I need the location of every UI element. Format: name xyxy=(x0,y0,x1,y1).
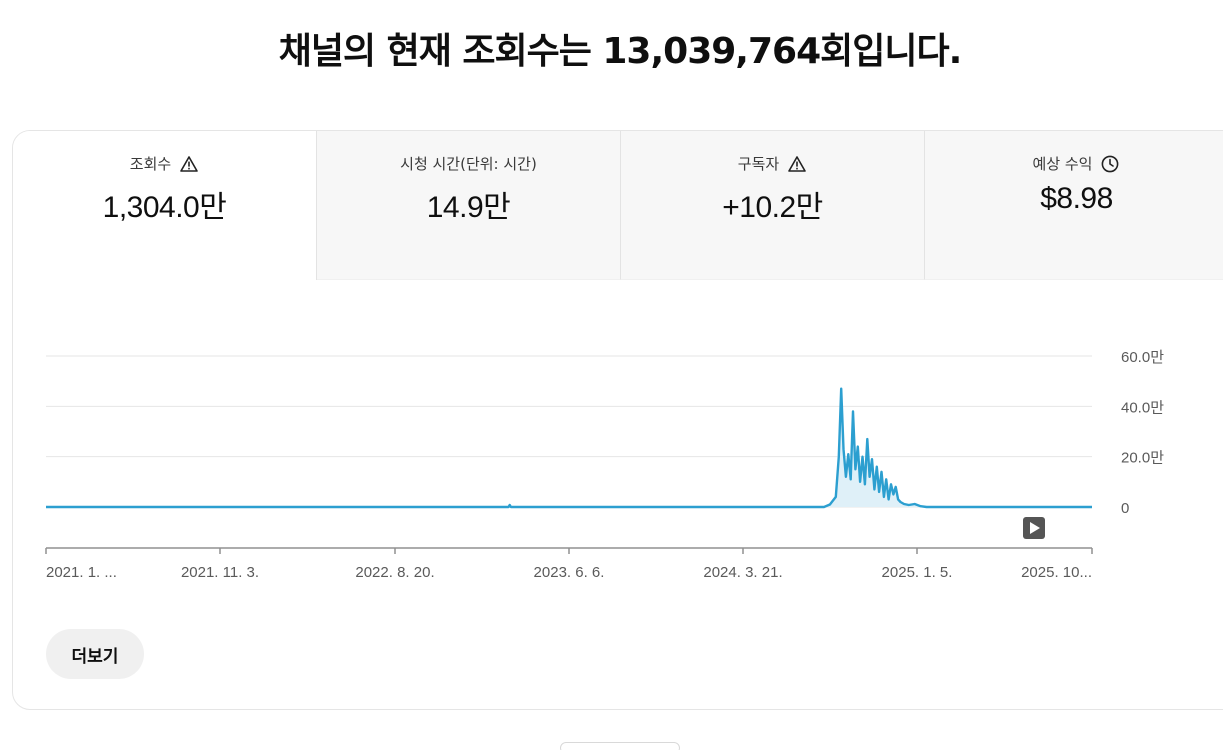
play-icon xyxy=(1030,522,1040,534)
x-axis-ticks: 2021. 1. ... 2021. 11. 3. 2022. 8. 20. 2023… xyxy=(45,548,1093,581)
warning-icon[interactable] xyxy=(179,154,199,174)
y-tick-label: 60.0만 xyxy=(1121,349,1164,366)
x-tick-label: 2023. 6. 6. xyxy=(534,564,605,581)
tab-watch-time[interactable]: 시청 시간(단위: 시간) 14.9만 xyxy=(317,131,621,280)
tab-subscribers[interactable]: 구독자 +10.2만 xyxy=(621,131,925,280)
clock-icon[interactable] xyxy=(1100,154,1120,174)
y-axis-labels: 60.0만 40.0만 20.0만 0 xyxy=(1121,349,1164,517)
tab-value: 1,304.0만 xyxy=(102,191,227,224)
x-tick-label: 2025. 1. 5. xyxy=(882,564,953,581)
metric-tabs: 조회수 1,304.0만 시청 시간(단위: 시간) 14.9만 구독자 xyxy=(13,131,1223,280)
tab-label: 예상 수익 xyxy=(1032,155,1093,173)
y-tick-label: 0 xyxy=(1121,500,1129,517)
tab-views[interactable]: 조회수 1,304.0만 xyxy=(13,131,317,280)
tab-label: 조회수 xyxy=(129,155,172,173)
views-chart: 60.0만 40.0만 20.0만 0 2021. 1. ... 2021. 11. 3… xyxy=(13,280,1223,620)
warning-icon[interactable] xyxy=(787,154,807,174)
tab-label: 구독자 xyxy=(737,155,780,173)
x-tick-label: 2021. 1. ... xyxy=(46,564,117,581)
y-tick-label: 20.0만 xyxy=(1121,450,1164,467)
line-chart: 60.0만 40.0만 20.0만 0 2021. 1. ... 2021. 11. 3… xyxy=(45,349,1164,581)
y-tick-label: 40.0만 xyxy=(1121,399,1164,416)
tab-value: +10.2만 xyxy=(722,191,823,224)
analytics-card: 조회수 1,304.0만 시청 시간(단위: 시간) 14.9만 구독자 xyxy=(12,130,1223,710)
bottom-element-edge xyxy=(560,742,680,750)
page-title: 채널의 현재 조회수는 13,039,764회입니다. xyxy=(278,31,963,72)
tab-label: 시청 시간(단위: 시간) xyxy=(400,155,537,173)
tab-value: $8.98 xyxy=(1040,182,1113,215)
x-tick-label: 2024. 3. 21. xyxy=(703,564,782,581)
tab-estimated-revenue[interactable]: 예상 수익 $8.98 xyxy=(925,131,1223,280)
x-tick-label: 2022. 8. 20. xyxy=(355,564,434,581)
play-button[interactable] xyxy=(1023,517,1045,539)
x-tick-label: 2021. 11. 3. xyxy=(181,564,259,581)
chart-grid xyxy=(46,355,1092,508)
x-tick-label: 2025. 10... xyxy=(1021,564,1092,581)
series-line xyxy=(46,387,1092,509)
tab-value: 14.9만 xyxy=(426,191,511,224)
more-button[interactable]: 더보기 xyxy=(46,629,144,679)
